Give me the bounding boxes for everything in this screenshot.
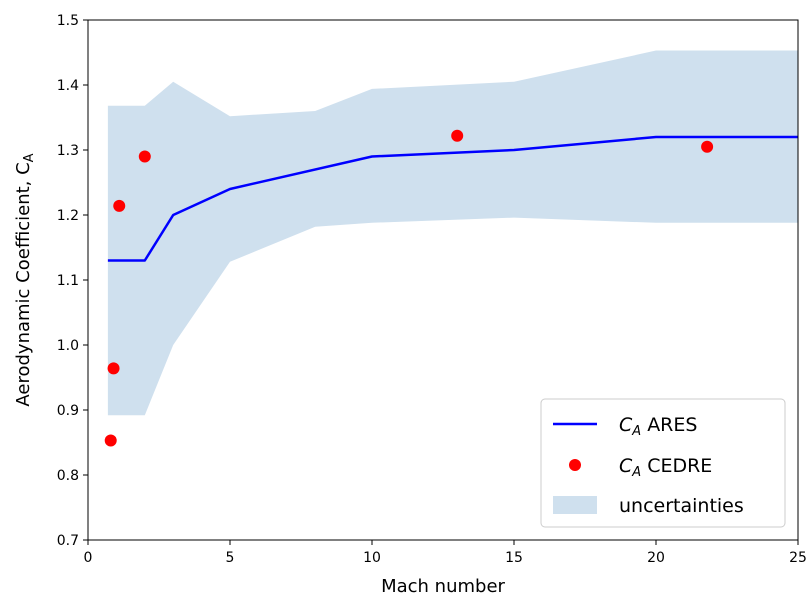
legend-uncertainty-label: uncertainties	[619, 495, 744, 517]
x-tick-label: 10	[363, 550, 381, 566]
y-tick-label: 0.7	[57, 533, 79, 549]
y-tick-label: 1.5	[57, 13, 79, 29]
cedre-point	[451, 129, 464, 142]
y-ticks: 0.7 0.8 0.9 1.0 1.1 1.2 1.3 1.4 1.5	[57, 13, 88, 549]
ares-line	[107, 135, 798, 262]
cedre-point	[138, 150, 151, 163]
cedre-points-layer	[104, 129, 714, 447]
legend-cedre-marker	[569, 459, 581, 471]
x-ticks: 0 5 10 15 20 25	[84, 540, 807, 566]
legend-cedre-sub: A	[631, 465, 641, 480]
cedre-point	[104, 434, 117, 447]
legend-ares-prefix: C	[619, 414, 633, 436]
cedre-point	[113, 199, 126, 212]
cedre-point	[107, 362, 120, 375]
legend: CA ARES CA CEDRE uncertainties	[540, 398, 786, 528]
x-tick-label: 0	[84, 550, 93, 566]
y-tick-label: 0.8	[57, 468, 79, 484]
y-axis-title: Aerodynamic Coefficient, CA	[13, 153, 37, 406]
ares-line-layer	[107, 135, 798, 262]
y-tick-label: 1.3	[57, 143, 79, 159]
y-tick-label: 1.4	[57, 78, 79, 94]
x-axis-title: Mach number	[381, 576, 505, 597]
cedre-point	[701, 140, 714, 153]
x-tick-label: 20	[647, 550, 665, 566]
legend-cedre-name: CEDRE	[647, 455, 712, 477]
legend-ares-label: CA ARES	[619, 414, 697, 439]
legend-uncertainty-swatch	[553, 496, 597, 514]
x-tick-label: 5	[226, 550, 235, 566]
uncertainty-band	[107, 50, 798, 416]
x-tick-label: 25	[789, 550, 807, 566]
y-tick-label: 1.0	[57, 338, 79, 354]
uncertainty-band-layer	[107, 50, 798, 416]
x-tick-label: 15	[505, 550, 523, 566]
y-tick-label: 1.2	[57, 208, 79, 224]
y-tick-label: 1.1	[57, 273, 79, 289]
legend-ares-sub: A	[631, 424, 641, 439]
y-axis-title-sub: A	[22, 153, 37, 162]
y-axis-title-main: Aerodynamic Coefficient, C	[13, 162, 34, 406]
legend-cedre-prefix: C	[619, 455, 633, 477]
legend-ares-name: ARES	[647, 414, 697, 436]
legend-cedre-label: CA CEDRE	[619, 455, 712, 480]
y-tick-label: 0.9	[57, 403, 79, 419]
legend-box	[540, 398, 786, 528]
